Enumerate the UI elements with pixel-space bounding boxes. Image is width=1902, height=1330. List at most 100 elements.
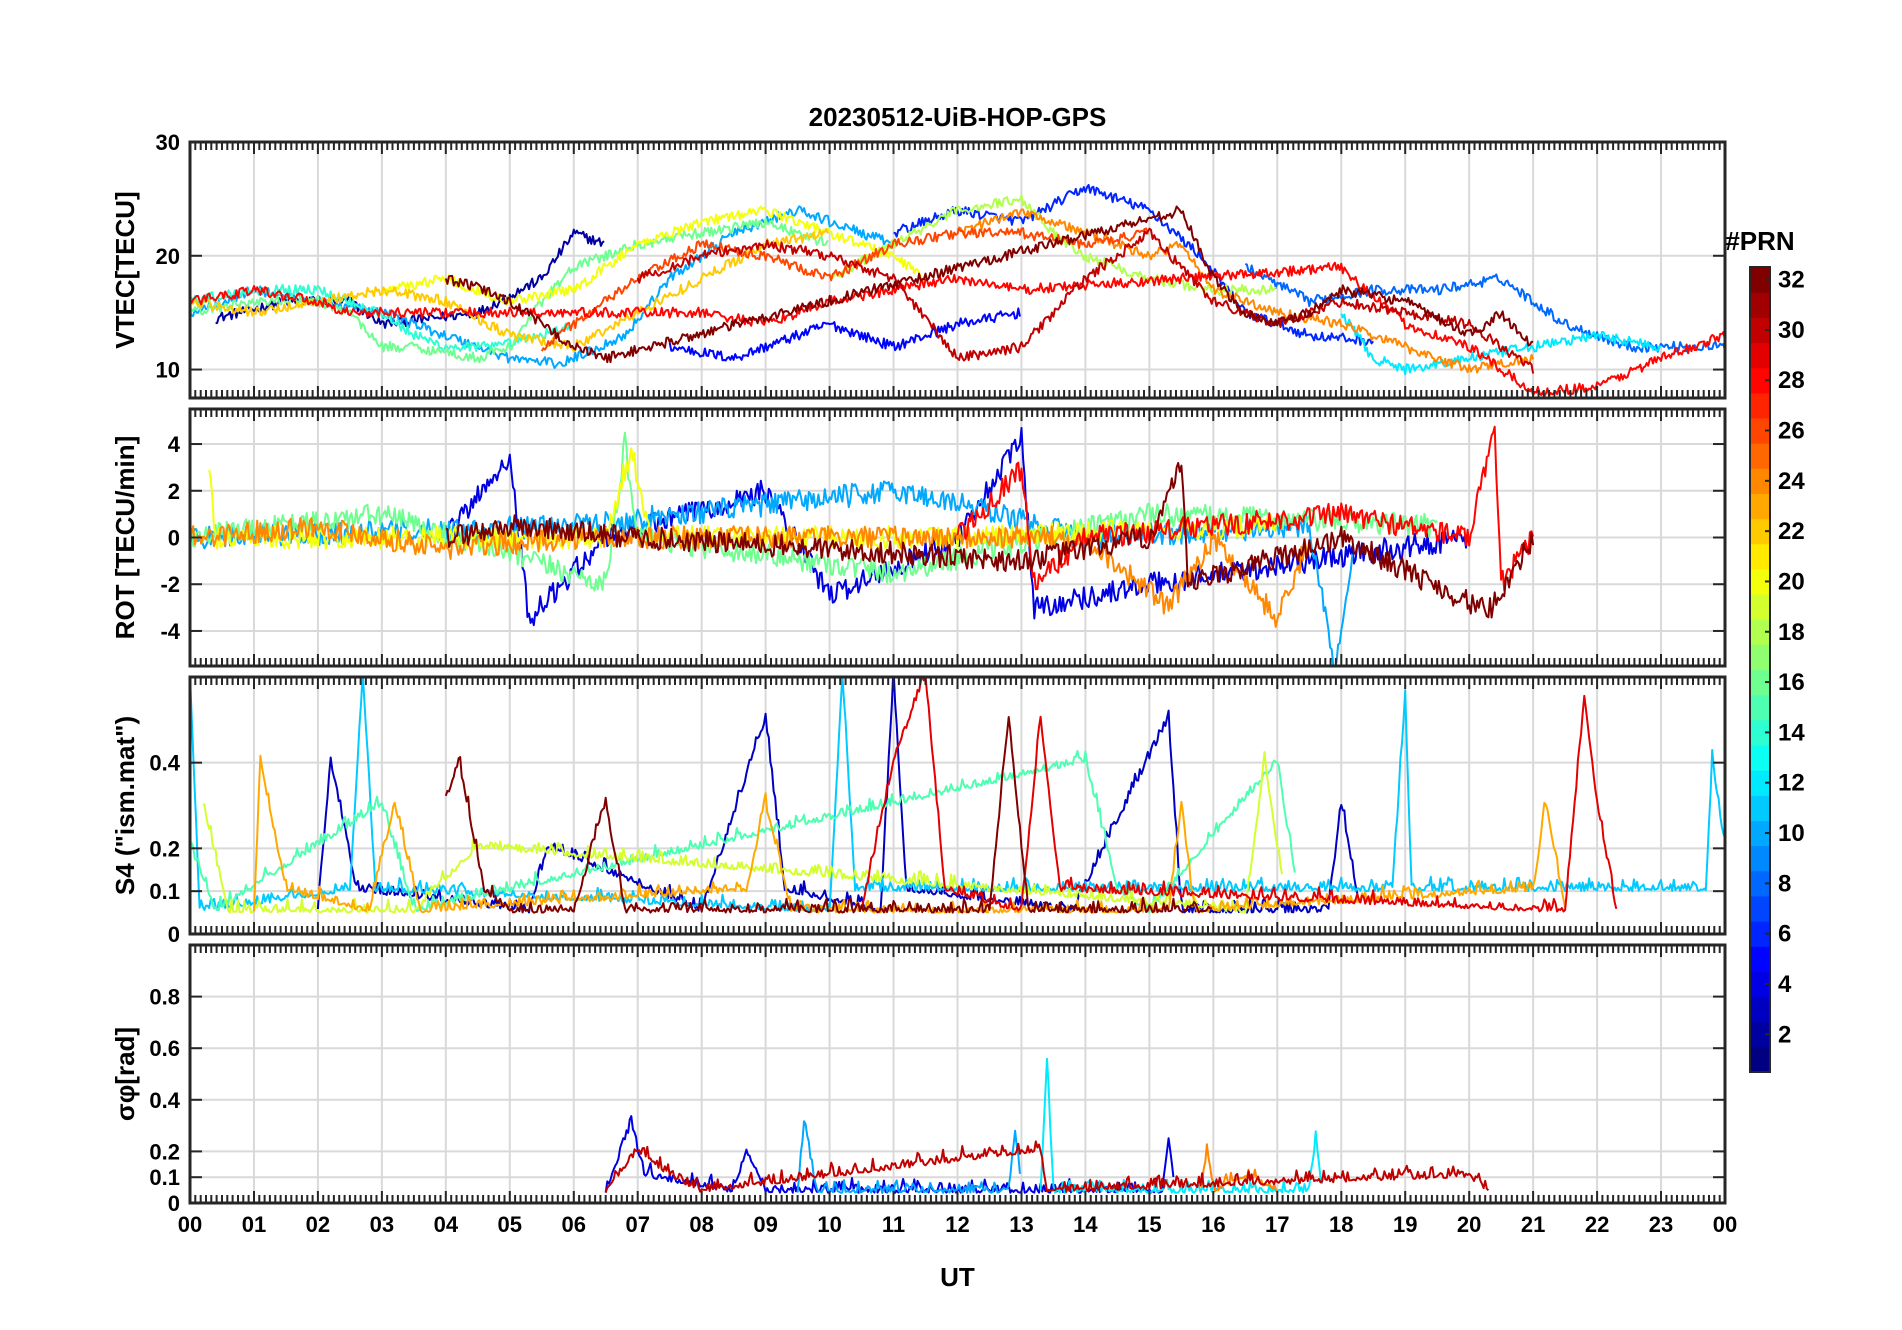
colorbar-tick-label: 28 (1778, 367, 1805, 394)
colorbar-cell (1750, 921, 1770, 947)
series-prn-30 (636, 227, 1535, 374)
colorbar-cell (1750, 443, 1770, 469)
y-tick-label: 0.4 (149, 751, 180, 776)
x-tick-label: 18 (1329, 1212, 1353, 1237)
colorbar-tick-label: 14 (1778, 719, 1805, 746)
colorbar-cell (1750, 317, 1770, 344)
colorbar-tick-label: 4 (1778, 971, 1792, 998)
series-prn-15 (190, 750, 1296, 914)
colorbar-cell (1750, 367, 1770, 394)
colorbar-tick-label: 8 (1778, 870, 1791, 897)
colorbar-cell (1750, 342, 1770, 369)
y-axis-label: ROT [TECU/min] (110, 436, 140, 640)
series-prn-12 (1039, 1057, 1324, 1194)
series-group (190, 425, 1535, 666)
colorbar-cell (1750, 392, 1770, 419)
series-prn-10 (190, 480, 1354, 666)
x-tick-label: 05 (498, 1212, 522, 1237)
series-group (604, 1057, 1490, 1194)
series-prn-24 (956, 208, 1535, 374)
colorbar-cell (1750, 518, 1770, 545)
series-prn-24 (190, 517, 1309, 628)
x-ticks (189, 677, 1726, 934)
x-tick-label: 13 (1009, 1212, 1033, 1237)
colorbar-cell (1750, 795, 1770, 822)
y-tick-label: -2 (160, 572, 180, 597)
colorbar-title: #PRN (1725, 226, 1794, 256)
panel-sigma: 00.10.2 0.4 0.6 0.8 σφ[rad] (110, 943, 1727, 1216)
y-tick-label: 30 (156, 130, 180, 155)
series-prn-32 (444, 205, 1534, 364)
colorbar-tick-label: 18 (1778, 619, 1805, 646)
colorbar-cell (1750, 820, 1770, 847)
series-prn-32 (444, 716, 1213, 914)
colorbar-frame (1749, 266, 1771, 1073)
y-tick-label: 0.2 (149, 1139, 180, 1164)
y-tick-label: 10 (156, 358, 180, 383)
colorbar-cell (1750, 996, 1770, 1023)
x-axis-label: UT (940, 1262, 975, 1292)
y-tick-label: 0.6 (149, 1036, 180, 1061)
x-tick-label: 07 (625, 1212, 649, 1237)
series-prn-28 (956, 425, 1535, 592)
panel-rot: -4 -2 0 2 4 ROT [TECU/min] (110, 407, 1727, 668)
colorbar-cell (1750, 493, 1770, 520)
colorbar-cell (1750, 744, 1770, 771)
colorbar-cell (1750, 669, 1770, 696)
colorbar-tick-label: 26 (1778, 418, 1805, 445)
y-tick-label: 0.1 (149, 879, 180, 904)
panel-vtec: 10 20 30 VTEC[TECU] (110, 130, 1727, 400)
series-prn-19 (202, 751, 1284, 914)
colorbar-cell (1750, 770, 1770, 796)
series-prn-29 (860, 677, 1618, 913)
y-tick-label: 0 (168, 922, 180, 947)
series-prn-20 (381, 205, 925, 307)
colorbar-cell (1750, 568, 1770, 595)
colorbar-cell (1750, 694, 1770, 721)
y-axis-label: σφ[rad] (110, 1027, 140, 1121)
colorbar-cell (1750, 895, 1770, 922)
series-prn-10 (796, 1120, 1021, 1194)
y-axis-label: S4 ("ism.mat") (110, 716, 140, 895)
series-group (190, 183, 1725, 398)
colorbar-cell (1750, 946, 1770, 972)
x-tick-label: 08 (689, 1212, 713, 1237)
x-tick-label: 01 (242, 1212, 266, 1237)
series-group (190, 677, 1725, 914)
x-tick-label: 23 (1649, 1212, 1673, 1237)
x-tick-label: 12 (945, 1212, 969, 1237)
colorbar-tick-label: 10 (1778, 820, 1805, 847)
colorbar-tick-label: 12 (1778, 770, 1805, 797)
y-tick-label: -4 (160, 619, 180, 644)
colorbar-cell (1750, 1046, 1770, 1073)
y-tick-label: 0.1 (149, 1165, 180, 1190)
series-prn-5 (668, 307, 1021, 362)
x-ticks (189, 142, 1726, 398)
y-tick-label: 20 (156, 244, 180, 269)
colorbar-tick-label: 22 (1778, 518, 1805, 545)
y-axis-label: VTEC[TECU] (110, 191, 140, 348)
colorbar-cell (1750, 1021, 1770, 1048)
colorbar-cell (1750, 267, 1770, 293)
panel-s4: 0 0.1 0.2 0.4 S4 ("ism.mat") (110, 675, 1727, 947)
colorbar-cell (1750, 971, 1770, 998)
series-prn-16 (190, 218, 829, 364)
y-tick-label: 0.4 (149, 1088, 180, 1113)
series-prn-6 (893, 183, 1374, 347)
colorbar-tick-label: 24 (1778, 468, 1805, 495)
y-tick-label: 4 (168, 432, 181, 457)
colorbar-cell (1750, 417, 1770, 444)
series-prn-32 (445, 462, 1535, 619)
x-tick-label: 14 (1073, 1212, 1098, 1237)
colorbar-tick-label: 16 (1778, 669, 1805, 696)
colorbar-cell (1750, 644, 1770, 671)
x-tick-label: 20 (1457, 1212, 1481, 1237)
colorbar-cell (1750, 292, 1770, 318)
colorbar-cell (1750, 719, 1770, 746)
x-tick-label: 03 (370, 1212, 394, 1237)
colorbar-cell (1750, 543, 1770, 570)
y-tick-label: 0 (168, 526, 180, 551)
x-tick-label: 21 (1521, 1212, 1545, 1237)
